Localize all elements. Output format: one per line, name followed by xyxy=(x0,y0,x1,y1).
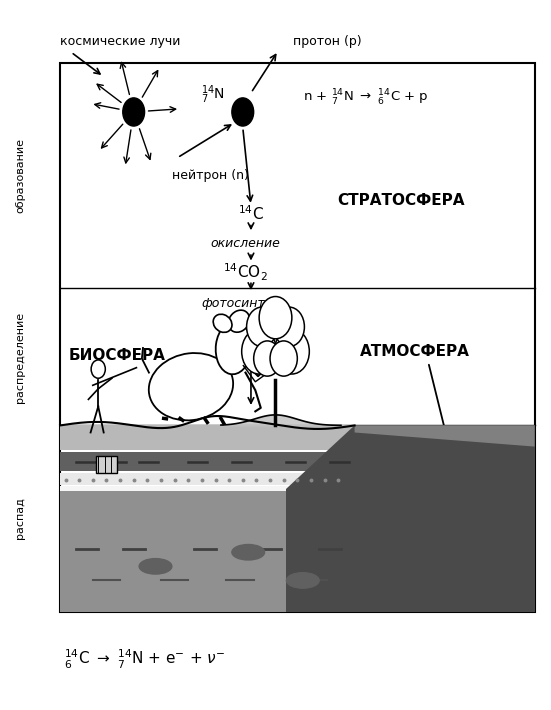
Text: распределение: распределение xyxy=(15,312,25,403)
Circle shape xyxy=(91,360,105,378)
Polygon shape xyxy=(287,425,534,612)
Text: окисление: окисление xyxy=(210,237,280,250)
Text: АТМОСФЕРА: АТМОСФЕРА xyxy=(360,344,469,359)
Text: образование: образование xyxy=(15,138,25,213)
Circle shape xyxy=(247,307,277,346)
Circle shape xyxy=(259,297,292,339)
Text: распад: распад xyxy=(15,498,25,540)
Text: $^{14}$C: $^{14}$C xyxy=(238,204,264,224)
Text: нейтрон (n): нейтрон (n) xyxy=(172,169,249,182)
Circle shape xyxy=(253,341,281,376)
Text: фотосинтез: фотосинтез xyxy=(201,297,279,310)
Ellipse shape xyxy=(139,559,172,574)
Ellipse shape xyxy=(149,353,233,420)
FancyBboxPatch shape xyxy=(95,456,117,473)
Ellipse shape xyxy=(213,315,232,332)
FancyBboxPatch shape xyxy=(60,452,355,471)
Text: n + $^{14}_{7}$N $\rightarrow$ $^{14}_{6}$C + p: n + $^{14}_{7}$N $\rightarrow$ $^{14}_{6… xyxy=(302,88,428,108)
Text: БИОСФЕРА: БИОСФЕРА xyxy=(69,347,166,363)
Ellipse shape xyxy=(228,310,250,332)
Text: протон (p): протон (p) xyxy=(293,35,361,48)
Ellipse shape xyxy=(287,573,319,588)
Circle shape xyxy=(270,341,298,376)
Text: СТРАТОСФЕРА: СТРАТОСФЕРА xyxy=(337,192,464,207)
FancyBboxPatch shape xyxy=(60,62,534,612)
Circle shape xyxy=(274,307,304,346)
Ellipse shape xyxy=(215,322,251,374)
FancyBboxPatch shape xyxy=(60,425,355,450)
Text: $^{14}$CO$_2$: $^{14}$CO$_2$ xyxy=(223,261,268,283)
Polygon shape xyxy=(355,425,534,447)
FancyBboxPatch shape xyxy=(60,473,355,486)
Circle shape xyxy=(123,98,144,126)
Circle shape xyxy=(232,98,253,126)
Circle shape xyxy=(274,329,309,374)
FancyBboxPatch shape xyxy=(60,491,355,612)
Ellipse shape xyxy=(232,545,264,560)
Text: $^{14}_{7}$N: $^{14}_{7}$N xyxy=(201,83,225,106)
Text: ОКЕАН: ОКЕАН xyxy=(414,545,475,559)
Text: космические лучи: космические лучи xyxy=(60,35,180,48)
Circle shape xyxy=(242,329,277,374)
Text: $^{14}_{6}$C $\rightarrow$ $^{14}_{7}$N + e$^{-}$ + $\nu^{-}$: $^{14}_{6}$C $\rightarrow$ $^{14}_{7}$N … xyxy=(64,648,225,671)
Circle shape xyxy=(252,311,299,371)
FancyBboxPatch shape xyxy=(60,486,355,491)
